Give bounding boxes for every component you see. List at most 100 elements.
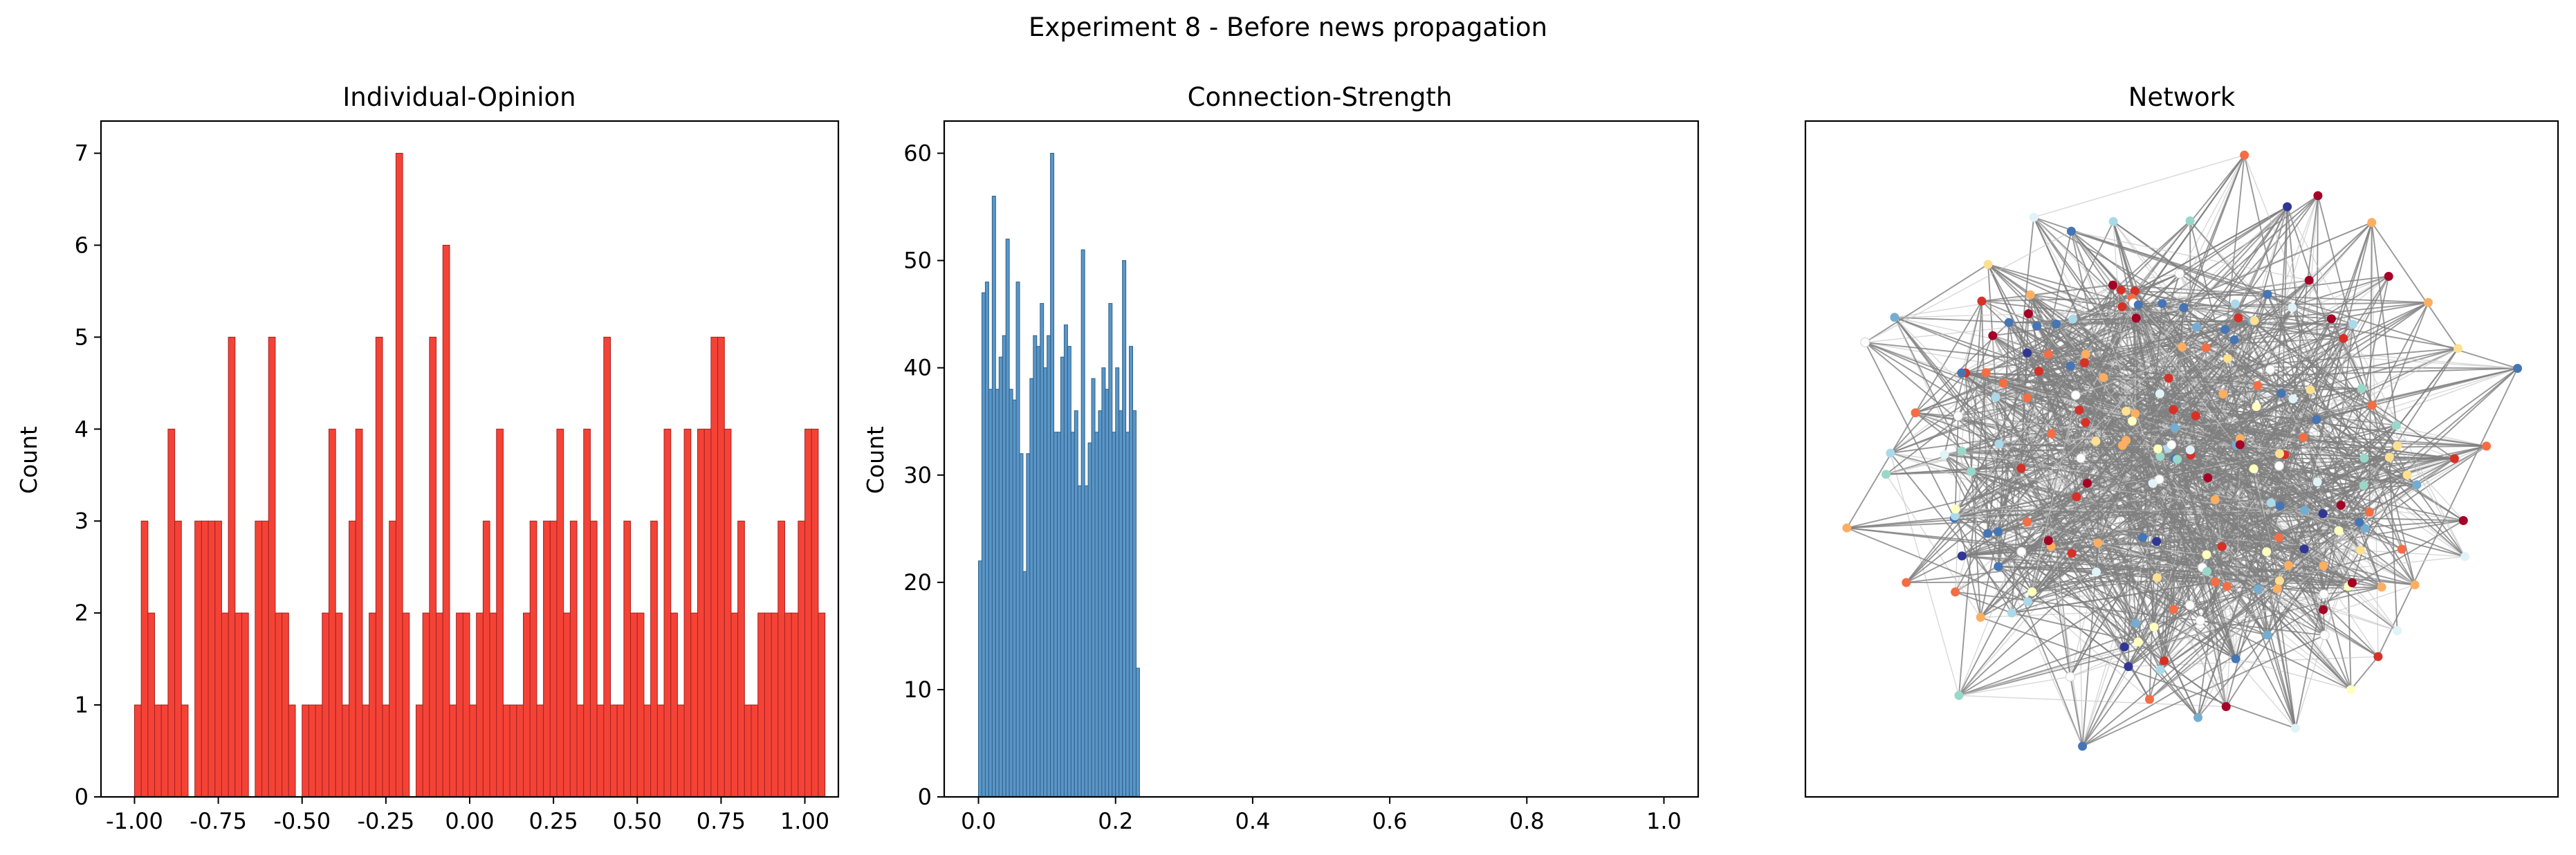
network-edge bbox=[1962, 540, 2157, 557]
network-node bbox=[2290, 724, 2300, 733]
network-edge bbox=[2038, 220, 2191, 372]
network-edge bbox=[2026, 397, 2139, 643]
x-tick-label: -1.00 bbox=[106, 808, 163, 834]
network-node bbox=[2275, 449, 2284, 459]
network-node bbox=[2359, 453, 2369, 463]
histogram-bar bbox=[395, 153, 403, 798]
histogram-bar bbox=[1026, 453, 1031, 798]
histogram-bar bbox=[1087, 442, 1092, 798]
y-tick-label: 20 bbox=[903, 569, 932, 596]
network-node bbox=[2158, 299, 2167, 309]
network-node bbox=[2266, 498, 2276, 508]
histogram-bar bbox=[1105, 389, 1110, 798]
network-edge bbox=[2315, 195, 2319, 420]
network-node bbox=[1902, 578, 1911, 587]
network-edge bbox=[2085, 206, 2288, 423]
histogram-bar bbox=[241, 612, 249, 798]
histogram-bar bbox=[1132, 410, 1137, 798]
histogram-bar bbox=[516, 704, 524, 798]
histogram-bar bbox=[643, 704, 652, 798]
network-node bbox=[2210, 577, 2220, 587]
network-node bbox=[2160, 656, 2169, 665]
histogram-bar bbox=[234, 612, 243, 798]
histogram-bar bbox=[529, 520, 537, 798]
network-edge bbox=[1980, 616, 2296, 729]
network-edge bbox=[2125, 440, 2236, 659]
network-node bbox=[2174, 268, 2184, 279]
network-node bbox=[2284, 560, 2294, 570]
network-node bbox=[1976, 612, 1985, 622]
network-node bbox=[2024, 309, 2033, 318]
network-edge bbox=[2350, 656, 2379, 690]
network-edge bbox=[2206, 385, 2258, 555]
connection-strength-bars bbox=[978, 153, 1140, 798]
network-node bbox=[2397, 544, 2407, 554]
network-edge bbox=[1958, 580, 2280, 697]
network-node bbox=[2252, 402, 2261, 412]
network-node bbox=[2223, 582, 2232, 591]
network-edge bbox=[2030, 294, 2172, 445]
network-node bbox=[1998, 378, 2008, 388]
network-edge bbox=[2122, 445, 2382, 588]
x-tick-label: 0.75 bbox=[697, 808, 746, 834]
histogram-bar bbox=[476, 612, 484, 798]
network-node bbox=[2299, 544, 2309, 554]
network-node bbox=[2201, 343, 2211, 353]
x-tick-label: 0.4 bbox=[1235, 808, 1270, 834]
network-node bbox=[2153, 444, 2163, 454]
network-node bbox=[1991, 392, 2000, 402]
y-tick-label: 6 bbox=[75, 232, 89, 258]
histogram-bar bbox=[536, 704, 544, 798]
network-edge bbox=[1864, 342, 1956, 519]
network-node bbox=[2348, 320, 2358, 329]
network-edge bbox=[2070, 677, 2083, 746]
histogram-bar bbox=[1122, 260, 1127, 798]
network-node bbox=[2166, 440, 2177, 450]
network-edge bbox=[1980, 301, 1989, 534]
network-edge bbox=[1995, 396, 2137, 624]
network-edge bbox=[2070, 279, 2310, 677]
network-node bbox=[2192, 322, 2201, 332]
network-edge bbox=[2160, 456, 2236, 659]
histogram-bar bbox=[1036, 346, 1041, 798]
network-edge bbox=[2158, 448, 2280, 467]
network-edge bbox=[1998, 566, 2029, 603]
network-edge bbox=[2030, 294, 2344, 340]
network-node bbox=[2274, 533, 2283, 542]
histogram-bar bbox=[228, 336, 236, 798]
histogram-bar bbox=[302, 704, 309, 798]
network-edge bbox=[2137, 304, 2216, 582]
histogram-bar bbox=[509, 704, 517, 798]
network-edge bbox=[2277, 586, 2382, 590]
network-node bbox=[2453, 344, 2463, 353]
network-node bbox=[2119, 642, 2129, 652]
network-node bbox=[2276, 389, 2286, 398]
network-node bbox=[2170, 423, 2180, 433]
network-edge bbox=[1970, 301, 1982, 472]
network-node bbox=[2155, 452, 2165, 461]
histogram-bar bbox=[496, 428, 504, 798]
network-node bbox=[2229, 335, 2239, 344]
network-edge bbox=[2113, 221, 2207, 555]
network-edge bbox=[1965, 329, 2225, 374]
network-edge bbox=[2281, 392, 2408, 476]
network-node bbox=[1957, 446, 1967, 456]
histogram-bar bbox=[710, 336, 719, 798]
histogram-bar bbox=[160, 704, 169, 798]
network-node bbox=[2074, 405, 2084, 415]
network-edge bbox=[1961, 450, 1999, 532]
individual-opinion-title: Individual-Opinion bbox=[342, 82, 576, 112]
y-tick-label: 1 bbox=[75, 692, 89, 718]
network-edge bbox=[2124, 389, 2311, 647]
histogram-bar bbox=[1080, 249, 1085, 798]
network-node bbox=[2195, 616, 2205, 626]
network-node bbox=[2339, 333, 2348, 343]
x-tick-label: 1.0 bbox=[1646, 808, 1682, 834]
histogram-bar bbox=[523, 612, 531, 798]
network-node bbox=[2155, 665, 2165, 674]
network-edge bbox=[1953, 339, 2235, 519]
network-edge bbox=[2371, 405, 2416, 585]
network-node bbox=[2235, 440, 2245, 450]
histogram-bar bbox=[1054, 432, 1058, 798]
network-edges bbox=[1846, 154, 2519, 747]
